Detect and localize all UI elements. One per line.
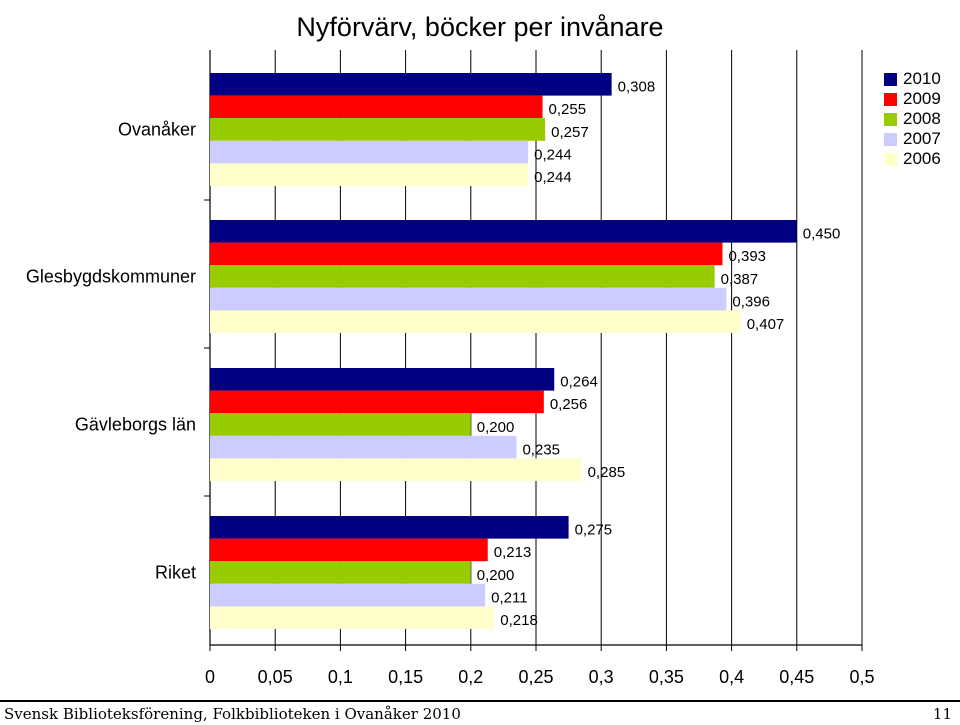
- bar: [210, 287, 727, 311]
- data-label: 0,211: [491, 589, 527, 606]
- data-label: 0,255: [549, 101, 587, 118]
- bar: [210, 368, 555, 391]
- legend-swatch: [884, 112, 897, 126]
- legend-swatch: [884, 92, 897, 106]
- data-label: 0,450: [803, 226, 841, 243]
- bar: [210, 538, 488, 562]
- bar: [210, 220, 797, 243]
- legend-item: 2010: [884, 69, 941, 89]
- category-label: Riket: [155, 563, 196, 583]
- data-label: 0,396: [732, 293, 770, 310]
- bar: [210, 95, 543, 119]
- legend-label: 2008: [903, 109, 941, 128]
- bar: [210, 458, 582, 481]
- x-tick-label: 0,05: [258, 667, 293, 687]
- footer-rule: [0, 700, 960, 702]
- bar: [210, 73, 612, 96]
- x-tick-label: 0,45: [779, 667, 814, 687]
- x-tick-label: 0: [205, 667, 215, 687]
- legend-swatch: [884, 72, 897, 86]
- legend-label: 2007: [903, 129, 941, 148]
- bar: [210, 163, 529, 186]
- bar: [210, 310, 741, 333]
- x-tick-label: 0,35: [649, 667, 684, 687]
- data-label: 0,200: [477, 419, 515, 436]
- data-label: 0,200: [477, 567, 515, 584]
- footer: Svensk Biblioteksförening, Folkbibliotek…: [0, 700, 960, 725]
- legend-item: 2007: [884, 129, 941, 149]
- data-label: 0,213: [494, 544, 532, 561]
- bar: [210, 516, 569, 539]
- x-tick-label: 0,2: [458, 667, 483, 687]
- bar-chart: 0 0,05 0,1 0,15 0,2 0,25 0,3 0,35 0,4 0,45 0,5 0,30…: [26, 50, 875, 687]
- bar: [210, 435, 517, 459]
- bar: [210, 242, 723, 266]
- data-label: 0,257: [551, 124, 589, 141]
- category-label: Glesbygdskommuner: [26, 267, 196, 287]
- x-tick-label: 0,15: [388, 667, 423, 687]
- data-label: 0,393: [728, 248, 766, 265]
- bar: [210, 413, 471, 436]
- data-label: 0,407: [747, 316, 785, 333]
- bar: [210, 583, 486, 607]
- bar: [210, 118, 546, 141]
- legend-label: 2010: [903, 69, 941, 88]
- legend-label: 2009: [903, 89, 941, 108]
- data-label: 0,308: [618, 79, 656, 96]
- data-label: 0,256: [550, 396, 588, 413]
- data-label: 0,275: [575, 522, 613, 539]
- bar: [210, 390, 544, 414]
- chart-title: Nyförvärv, böcker per invånare: [296, 12, 664, 42]
- legend-item: 2008: [884, 109, 941, 129]
- legend-item: 2006: [884, 149, 941, 169]
- legend-label: 2006: [903, 149, 941, 168]
- data-label: 0,218: [500, 612, 538, 629]
- data-label: 0,264: [560, 374, 598, 391]
- bar: [210, 265, 715, 288]
- data-label: 0,387: [721, 271, 759, 288]
- bar: [210, 140, 529, 164]
- legend-swatch: [884, 152, 897, 166]
- x-tick-label: 0,25: [518, 667, 553, 687]
- category-label: Gävleborgs län: [75, 415, 196, 435]
- legend-item: 2009: [884, 89, 941, 109]
- footer-text: Svensk Biblioteksförening, Folkbibliotek…: [4, 705, 461, 723]
- data-label: 0,244: [534, 169, 572, 186]
- x-tick-label: 0,4: [719, 667, 744, 687]
- x-tick-label: 0,3: [589, 667, 614, 687]
- bar: [210, 561, 471, 584]
- data-label: 0,235: [522, 441, 560, 458]
- page-number: 11: [932, 705, 952, 723]
- x-tick-label: 0,5: [849, 667, 874, 687]
- legend-swatch: [884, 132, 897, 146]
- bar: [210, 606, 495, 629]
- data-label: 0,285: [588, 464, 626, 481]
- category-label: Ovanåker: [118, 120, 196, 140]
- legend: 2010 2009 2008 2007 2006: [884, 69, 941, 169]
- data-label: 0,244: [534, 146, 572, 163]
- x-tick-label: 0,1: [328, 667, 353, 687]
